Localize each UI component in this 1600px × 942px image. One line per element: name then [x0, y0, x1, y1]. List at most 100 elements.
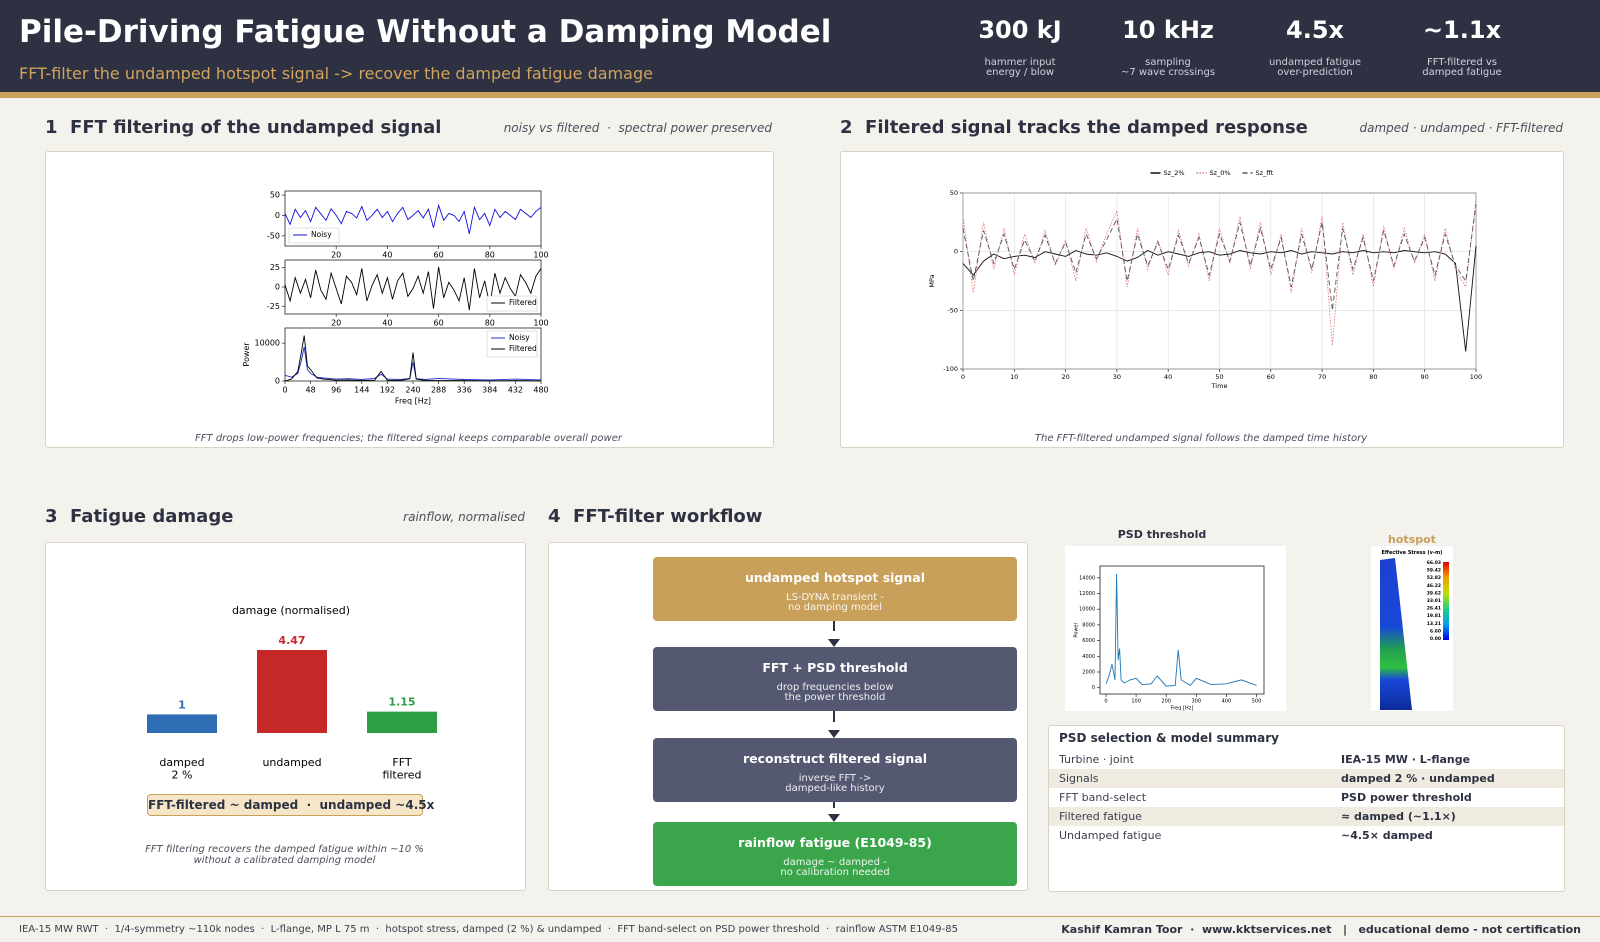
- legend-box: [486, 295, 538, 312]
- x-axis-label: Freq [Hz]: [395, 397, 431, 406]
- x-tick-label: 20: [331, 318, 341, 327]
- step-title: rainflow fatigue (E1049-85): [738, 835, 932, 850]
- table-cell: PSD power threshold: [1341, 791, 1472, 804]
- x-tick-label: 60: [434, 250, 444, 259]
- x-tick-label: 40: [382, 318, 392, 327]
- x-tick-label: 40: [382, 250, 392, 259]
- y-tick-label: 4000: [1082, 654, 1095, 660]
- x-tick-label: 144: [354, 385, 369, 394]
- colorbar-label: 59.42: [1427, 568, 1441, 574]
- table-body: Turbine · joint IEA-15 MW · L-flange Signa…: [1049, 750, 1564, 845]
- page-title: Pile-Driving Fatigue Without a Damping M…: [19, 14, 832, 50]
- x-tick-label: 100: [1470, 373, 1482, 381]
- y-tick-label: 0: [275, 283, 280, 292]
- step-sub: LS-DYNA transient - no damping model: [786, 592, 884, 613]
- kpi-label: undamped fatigue over-prediction: [1268, 57, 1362, 78]
- bar: [257, 650, 327, 733]
- legend-box: [288, 227, 340, 244]
- legend-label: Sz_2%: [1164, 169, 1185, 177]
- colorbar-label: 39.62: [1427, 590, 1441, 596]
- table-row: Filtered fatigue ≈ damped (~1.1×): [1049, 807, 1564, 826]
- kpi: ~1.1x FFT-filtered vs damped fatigue: [1387, 16, 1537, 78]
- table-title: PSD selection & model summary: [1059, 731, 1279, 745]
- panel-heading: 1 FFT filtering of the undamped signal: [45, 117, 442, 138]
- bar: [147, 714, 217, 733]
- y-axis-label: Power: [242, 342, 251, 367]
- x-tick-label: 0: [282, 385, 287, 394]
- hotspot-title: hotspot: [1388, 533, 1436, 546]
- y-tick-label: 25: [270, 263, 280, 272]
- step-sub: inverse FFT -> damped-like history: [785, 773, 885, 794]
- arrow: [833, 802, 835, 808]
- table-row: Turbine · joint IEA-15 MW · L-flange: [1049, 750, 1564, 769]
- y-axis-label: MPa: [928, 274, 936, 287]
- card: [45, 151, 774, 448]
- kpi-label: FFT-filtered vs damped fatigue: [1422, 57, 1502, 78]
- x-tick-label: 384: [482, 385, 497, 394]
- colorbar-label: 66.03: [1427, 560, 1441, 566]
- x-tick-label: 200: [1161, 699, 1171, 705]
- legend-label: Sz_fft: [1256, 169, 1274, 177]
- y-tick-label: 12000: [1079, 591, 1095, 597]
- footer-right: Kashif Kamran Toor · www.kktservices.net…: [1061, 923, 1581, 936]
- kpi-label: sampling ~7 wave crossings: [1120, 57, 1216, 78]
- caption: The FFT-filtered undamped signal follows…: [1034, 433, 1368, 444]
- kpi-label: hammer input energy / blow: [984, 57, 1056, 78]
- y-tick-label: -50: [947, 306, 958, 314]
- kpi-value: ~1.1x: [1422, 16, 1502, 44]
- arrow: [828, 639, 840, 647]
- colorbar-label: 0.00: [1430, 636, 1441, 642]
- legend-label: Noisy: [509, 333, 530, 342]
- y-tick-label: 0: [954, 248, 958, 256]
- y-tick-label: -50: [267, 231, 280, 240]
- x-axis-label: Freq [Hz]: [1171, 706, 1194, 712]
- panel-heading: 3 Fatigue damage: [45, 506, 234, 527]
- x-tick-label: FFT filtered: [382, 756, 421, 782]
- table-cell: Turbine · joint: [1059, 753, 1134, 766]
- step-title: reconstruct filtered signal: [743, 751, 927, 766]
- x-tick-label: 90: [1421, 373, 1429, 381]
- x-tick-label: 192: [380, 385, 395, 394]
- x-tick-label: 500: [1252, 699, 1262, 705]
- y-tick-label: 10000: [1079, 607, 1095, 613]
- table-cell: ~4.5× damped: [1341, 829, 1433, 842]
- step-title: undamped hotspot signal: [745, 570, 925, 585]
- x-tick-label: 20: [331, 250, 341, 259]
- kpi-value: 10 kHz: [1122, 16, 1214, 44]
- table-cell: FFT band-select: [1059, 791, 1147, 804]
- legend-label: Filtered: [509, 298, 537, 307]
- colorbar-label: 13.21: [1427, 621, 1441, 627]
- x-tick-label: 100: [1131, 699, 1141, 705]
- workflow-step: FFT + PSD threshold drop frequencies belo…: [653, 647, 1017, 711]
- step-sub: drop frequencies below the power thresho…: [776, 682, 894, 703]
- value-label: 1: [178, 698, 186, 711]
- workflow-step: rainflow fatigue (E1049-85) damage ~ damp…: [653, 822, 1017, 886]
- x-tick-label: 48: [306, 385, 316, 394]
- arrow: [828, 730, 840, 738]
- series-line: [962, 204, 1477, 311]
- header: [0, 0, 1600, 92]
- colorbar-label: 26.41: [1427, 606, 1441, 612]
- colorbar-label: 33.01: [1427, 598, 1441, 604]
- colorbar-label: 6.60: [1430, 628, 1441, 634]
- workflow-step: reconstruct filtered signal inverse FFT -…: [653, 738, 1017, 802]
- y-tick-label: 50: [950, 189, 958, 197]
- caption: FFT filtering recovers the damped fatigu…: [145, 844, 424, 866]
- arrow: [833, 621, 835, 631]
- series-line: [284, 335, 542, 382]
- card: [840, 151, 1564, 448]
- y-tick-label: 14000: [1079, 575, 1095, 581]
- colorbar-label: 52.82: [1427, 575, 1441, 581]
- series-line: [284, 203, 542, 234]
- x-tick-label: 100: [533, 318, 548, 327]
- panel-heading: 4 FFT-filter workflow: [548, 506, 763, 527]
- page-subtitle: FFT-filter the undamped hotspot signal -…: [19, 64, 653, 83]
- table-row: FFT band-select PSD power threshold: [1049, 788, 1564, 807]
- colorbar-label: 19.81: [1427, 613, 1441, 619]
- colorbar: [1443, 562, 1449, 640]
- table-row: Undamped fatigue ~4.5× damped: [1049, 826, 1564, 845]
- x-tick-label: 40: [1164, 373, 1172, 381]
- hotspot-model: [1380, 558, 1412, 710]
